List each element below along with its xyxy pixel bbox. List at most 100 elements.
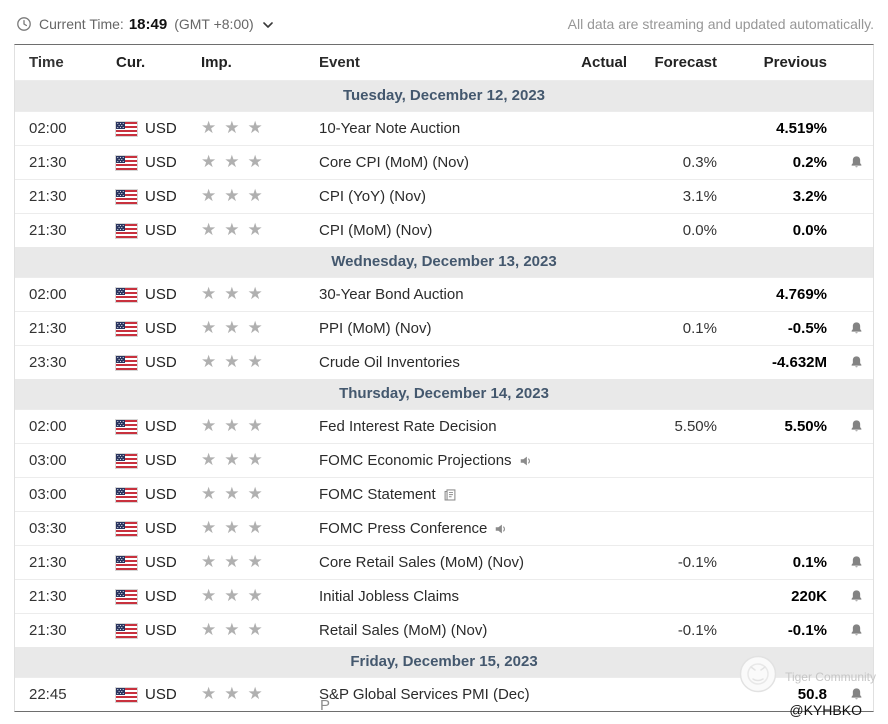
us-flag-icon (116, 121, 137, 136)
table-row: 21:30 USD ★ ★ ★ Core CPI (MoM) (Nov) 0.3% 0.2% (15, 145, 873, 179)
event-time: 23:30 (29, 354, 67, 371)
event-label: 30-Year Bond Auction (319, 286, 464, 303)
star-icon: ★ (247, 152, 263, 172)
currency-label: USD (145, 452, 177, 469)
alert-cell (839, 623, 873, 638)
date-group-header: Thursday, December 14, 2023 (15, 379, 873, 409)
speaker-icon (519, 454, 533, 468)
bell-icon[interactable] (849, 623, 864, 638)
date-group-header: Friday, December 15, 2023 (15, 647, 873, 677)
star-icon: ★ (247, 352, 263, 372)
star-icon: ★ (224, 220, 240, 240)
event-time: 03:00 (29, 452, 67, 469)
bell-icon[interactable] (849, 555, 864, 570)
bell-icon[interactable] (849, 687, 864, 702)
event-time: 03:00 (29, 486, 67, 503)
alert-cell (839, 321, 873, 336)
event-currency: USD (101, 418, 187, 435)
us-flag-icon (116, 419, 137, 434)
event-time: 03:30 (29, 520, 67, 537)
importance-stars: ★ ★ ★ (187, 320, 303, 337)
event-name: CPI (YoY) (Nov) (303, 188, 551, 205)
event-currency: USD (101, 154, 187, 171)
event-time: 21:30 (29, 222, 67, 239)
star-icon: ★ (247, 484, 263, 504)
col-event: Event (319, 54, 360, 71)
us-flag-icon (116, 189, 137, 204)
currency-label: USD (145, 154, 177, 171)
current-time-value: 18:49 (128, 15, 168, 33)
star-icon: ★ (247, 552, 263, 572)
bell-icon[interactable] (849, 589, 864, 604)
event-label: S&P Global Services PMI (Dec) (319, 686, 530, 703)
table-header-row: Time Cur. Imp. Event Actual Forecast Pre… (15, 45, 873, 81)
table-row: 21:30 USD ★ ★ ★ CPI (YoY) (Nov) 3.1% 3.2% (15, 179, 873, 213)
star-icon: ★ (247, 220, 263, 240)
forecast-value: 0.3% (682, 154, 717, 171)
star-icon: ★ (201, 450, 217, 470)
us-flag-icon (116, 623, 137, 638)
us-flag-icon (116, 223, 137, 238)
star-icon: ★ (224, 416, 240, 436)
star-icon: ★ (201, 620, 217, 640)
currency-label: USD (145, 320, 177, 337)
bell-icon[interactable] (849, 321, 864, 336)
event-currency: USD (101, 686, 187, 703)
timezone-selector[interactable]: Current Time: 18:49 (GMT +8:00) (16, 16, 273, 33)
document-icon (443, 488, 457, 502)
us-flag-icon (116, 521, 137, 536)
us-flag-icon (116, 287, 137, 302)
star-icon: ★ (224, 684, 240, 704)
currency-label: USD (145, 286, 177, 303)
previous-value: 0.2% (792, 154, 827, 171)
star-icon: ★ (224, 586, 240, 606)
event-time: 21:30 (29, 154, 67, 171)
event-name: 10-Year Note Auction (303, 120, 551, 137)
importance-stars: ★ ★ ★ (187, 554, 303, 571)
star-icon: ★ (224, 284, 240, 304)
table-row: 21:30 USD ★ ★ ★ PPI (MoM) (Nov) 0.1% -0.5% (15, 311, 873, 345)
timezone-label: (GMT +8:00) (174, 16, 254, 32)
star-icon: ★ (201, 220, 217, 240)
event-currency: USD (101, 120, 187, 137)
previous-value: 3.2% (792, 188, 827, 205)
star-icon: ★ (247, 186, 263, 206)
us-flag-icon (116, 155, 137, 170)
event-label: CPI (YoY) (Nov) (319, 188, 426, 205)
forecast-value: 5.50% (674, 418, 717, 435)
importance-stars: ★ ★ ★ (187, 686, 303, 703)
star-icon: ★ (224, 484, 240, 504)
event-currency: USD (101, 486, 187, 503)
previous-value: 4.769% (776, 286, 827, 303)
star-icon: ★ (201, 684, 217, 704)
calendar-body: Tuesday, December 12, 2023 02:00 USD ★ ★ ★ 10-… (15, 81, 873, 711)
watermark: Tiger Community @KYHBKO (739, 655, 876, 718)
event-currency: USD (101, 320, 187, 337)
star-icon: ★ (247, 118, 263, 138)
currency-label: USD (145, 622, 177, 639)
star-icon: ★ (247, 684, 263, 704)
currency-label: USD (145, 520, 177, 537)
event-time: 21:30 (29, 320, 67, 337)
alert-cell (839, 687, 873, 702)
table-row: 23:30 USD ★ ★ ★ Crude Oil Inventories -4.632M (15, 345, 873, 379)
star-icon: ★ (201, 352, 217, 372)
us-flag-icon (116, 321, 137, 336)
currency-label: USD (145, 686, 177, 703)
star-icon: ★ (224, 620, 240, 640)
table-row: 21:30 USD ★ ★ ★ Core Retail Sales (MoM) (Nov)… (15, 545, 873, 579)
col-previous: Previous (763, 54, 827, 71)
clock-icon (16, 16, 32, 32)
bell-icon[interactable] (849, 419, 864, 434)
star-icon: ★ (224, 450, 240, 470)
event-time: 02:00 (29, 418, 67, 435)
star-icon: ★ (224, 352, 240, 372)
star-icon: ★ (224, 552, 240, 572)
table-row: 02:00 USD ★ ★ ★ 30-Year Bond Auction 4.769% (15, 277, 873, 311)
bell-icon[interactable] (849, 155, 864, 170)
event-time: 21:30 (29, 554, 67, 571)
event-label: FOMC Economic Projections (319, 452, 512, 469)
bell-icon[interactable] (849, 355, 864, 370)
col-forecast: Forecast (654, 54, 717, 71)
event-time: 02:00 (29, 286, 67, 303)
